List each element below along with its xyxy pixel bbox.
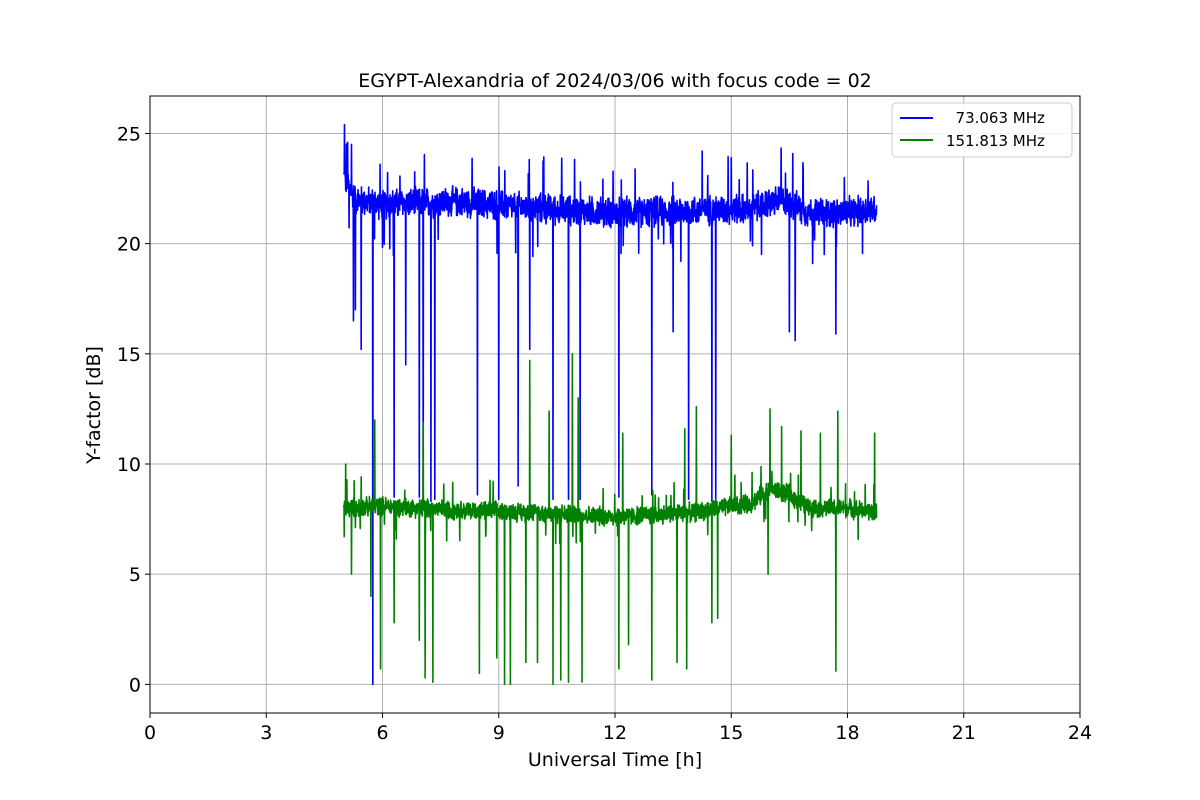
- legend-label-151mhz: 151.813 MHz: [946, 132, 1045, 150]
- y-tick-label: 15: [117, 344, 141, 366]
- x-tick-label: 21: [952, 722, 976, 744]
- x-tick-label: 9: [493, 722, 505, 744]
- x-tick-label: 24: [1068, 722, 1092, 744]
- chart-title: EGYPT-Alexandria of 2024/03/06 with focu…: [358, 70, 872, 92]
- y-tick-label: 10: [117, 454, 141, 476]
- y-tick-label: 5: [129, 564, 141, 586]
- x-tick-label: 12: [603, 722, 627, 744]
- x-tick-label: 18: [835, 722, 859, 744]
- x-tick-label: 0: [144, 722, 156, 744]
- series-layer: [342, 123, 878, 686]
- legend-box: [891, 102, 1073, 158]
- y-tick-label: 0: [129, 674, 141, 696]
- y-tick-label: 25: [117, 123, 141, 145]
- y-axis-label: Y-factor [dB]: [83, 346, 105, 465]
- legend-label-73mhz: 73.063 MHz: [946, 109, 1045, 127]
- x-tick-label: 6: [376, 722, 388, 744]
- series-line-151mhz: [342, 353, 878, 686]
- x-tick-label: 15: [719, 722, 743, 744]
- x-axis-label: Universal Time [h]: [528, 749, 702, 771]
- x-tick-label: 3: [260, 722, 272, 744]
- x-axis: 0 3 6 9 12 15 18 21 24: [144, 713, 1092, 744]
- series-line-73mhz: [342, 123, 878, 686]
- y-axis: 0 5 10 15 20 25: [117, 123, 150, 696]
- y-tick-label: 20: [117, 234, 141, 256]
- legend: 73.063 MHz 151.813 MHz: [891, 102, 1073, 158]
